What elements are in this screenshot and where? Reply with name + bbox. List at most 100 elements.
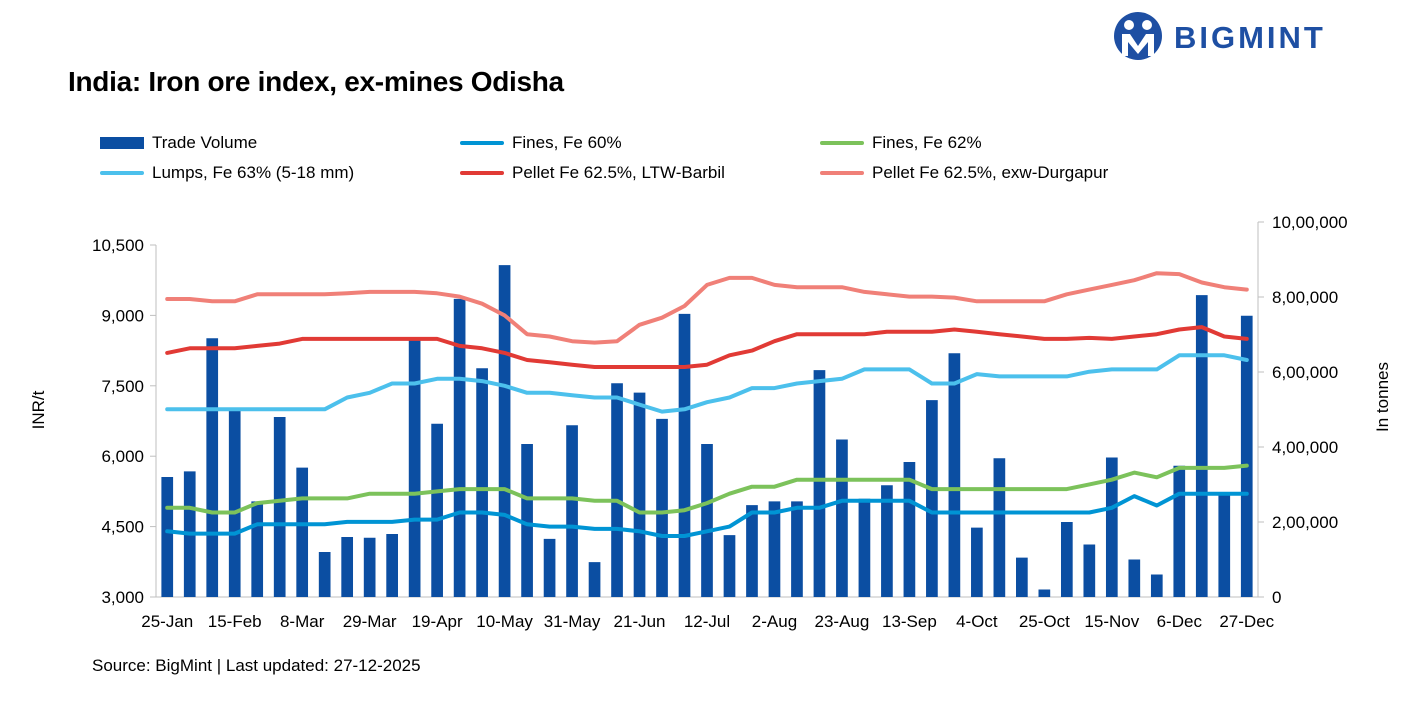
trade-volume-bar (1218, 492, 1231, 597)
legend-swatch-fines-62 (820, 141, 864, 145)
trade-volume-bar (521, 444, 533, 597)
chart-title: India: Iron ore index, ex-mines Odisha (68, 66, 564, 97)
source-note: Source: BigMint | Last updated: 27-12-20… (92, 656, 421, 675)
trade-volume-bar (611, 383, 623, 597)
chart-legend: Trade Volume Fines, Fe 60% Fines, Fe 62%… (100, 130, 1300, 190)
x-tick-label: 23-Aug (815, 612, 870, 631)
x-tick-label: 2-Aug (752, 612, 797, 631)
legend-item-fines-60: Fines, Fe 60% (460, 133, 622, 153)
trade-volume-bar (498, 265, 511, 597)
x-tick-label: 12-Jul (684, 612, 730, 631)
legend-item-lumps-63: Lumps, Fe 63% (5-18 mm) (100, 163, 354, 183)
trade-volume-bar (273, 417, 286, 597)
left-tick-label: 9,000 (101, 306, 144, 325)
legend-item-trade-volume: Trade Volume (100, 133, 257, 153)
x-tick-label: 15-Nov (1084, 612, 1139, 631)
left-tick-label: 10,500 (92, 236, 144, 255)
x-tick-label: 6-Dec (1157, 612, 1203, 631)
trade-volume-bar (408, 338, 421, 597)
legend-item-pellet-durgapur: Pellet Fe 62.5%, exw-Durgapur (820, 163, 1108, 183)
x-tick-label: 27-Dec (1219, 612, 1274, 631)
right-tick-label: 2,00,000 (1272, 513, 1338, 532)
trade-volume-bar (701, 444, 713, 597)
legend-label: Pellet Fe 62.5%, LTW-Barbil (512, 163, 725, 182)
x-tick-label: 29-Mar (343, 612, 397, 631)
trade-volume-bar (318, 552, 331, 597)
trade-volume-bar (1083, 544, 1096, 597)
trade-volume-bar (476, 368, 488, 597)
series-fines-62-line (165, 463, 1249, 515)
y-axis-right-title: In tonnes (1373, 362, 1392, 432)
trade-volume-bar (813, 370, 826, 597)
trade-volume-bar (791, 501, 803, 597)
x-tick-label: 25-Jan (141, 612, 193, 631)
trade-volume-bar (431, 423, 443, 597)
trade-volume-bar (543, 538, 556, 597)
trade-volume-bar (746, 505, 758, 597)
trade-volume-bar (836, 439, 848, 597)
x-tick-label: 8-Mar (280, 612, 325, 631)
x-tick-label: 4-Oct (956, 612, 998, 631)
right-tick-label: 10,00,000 (1272, 213, 1348, 232)
trade-volume-bar (1060, 522, 1073, 597)
trade-volume-bar (633, 392, 646, 597)
trade-volume-bar (723, 535, 736, 597)
trade-volume-bar (296, 467, 309, 597)
x-tick-label: 19-Apr (412, 612, 463, 631)
trade-volume-bar (453, 298, 466, 597)
trade-volume-bar (1038, 589, 1051, 597)
trade-volume-bar (341, 537, 354, 597)
series-pellet-durgapur-line (165, 271, 1249, 345)
trade-volume-bar (206, 338, 219, 597)
legend-swatch-trade-volume (100, 137, 144, 149)
trade-volume-bar (588, 562, 601, 597)
trade-volume-bar (566, 425, 578, 597)
legend-label: Fines, Fe 62% (872, 133, 982, 152)
legend-swatch-lumps-63 (100, 171, 144, 175)
left-tick-label: 6,000 (101, 447, 144, 466)
left-tick-label: 4,500 (101, 518, 144, 537)
trade-volume-bar (1128, 559, 1141, 597)
trade-volume-bar (678, 313, 691, 597)
trade-volume-bar (1105, 457, 1118, 597)
trade-volume-bar (363, 537, 376, 597)
x-tick-label: 13-Sep (882, 612, 937, 631)
legend-label: Pellet Fe 62.5%, exw-Durgapur (872, 163, 1109, 182)
series-lumps-63-line (165, 353, 1249, 414)
x-tick-label: 15-Feb (208, 612, 262, 631)
trade-volume-bar (768, 501, 781, 597)
trade-volume-bar (1240, 315, 1253, 597)
trade-volume-bar (926, 400, 938, 597)
right-tick-label: 8,00,000 (1272, 288, 1338, 307)
trade-volume-bar (161, 477, 174, 597)
series-pellet-barbil-line (165, 325, 1249, 369)
bigmint-logo: BIGMINT (1112, 10, 1372, 64)
trade-volume-bar (1150, 574, 1163, 597)
x-tick-label: 25-Oct (1019, 612, 1070, 631)
y-axis-left-title: INR/t (29, 390, 48, 429)
x-tick-label: 21-Jun (614, 612, 666, 631)
legend-swatch-fines-60 (460, 141, 504, 145)
legend-label: Fines, Fe 60% (512, 133, 622, 152)
left-tick-label: 3,000 (101, 588, 144, 607)
legend-swatch-pellet-durgapur (820, 171, 864, 175)
trade-volume-bar (251, 501, 264, 597)
brand-name: BIGMINT (1174, 20, 1326, 55)
right-tick-label: 6,00,000 (1272, 363, 1338, 382)
trade-volume-bar (858, 498, 871, 597)
right-tick-label: 0 (1272, 588, 1281, 607)
trade-volume-bar (1173, 465, 1186, 597)
left-tick-label: 7,500 (101, 377, 144, 396)
trade-volume-bar (1016, 557, 1028, 597)
legend-item-fines-62: Fines, Fe 62% (820, 133, 982, 153)
trade-volume-bar (228, 407, 241, 597)
trade-volume-bar (971, 527, 983, 597)
trade-volume-bar (1195, 295, 1208, 597)
trade-volume-bar (656, 418, 668, 597)
legend-label: Trade Volume (152, 133, 258, 152)
trade-volume-bar (948, 353, 961, 597)
trade-volume-bar (903, 462, 916, 597)
bigmint-logo-icon (1114, 12, 1162, 60)
trade-volume-bar (881, 485, 893, 597)
